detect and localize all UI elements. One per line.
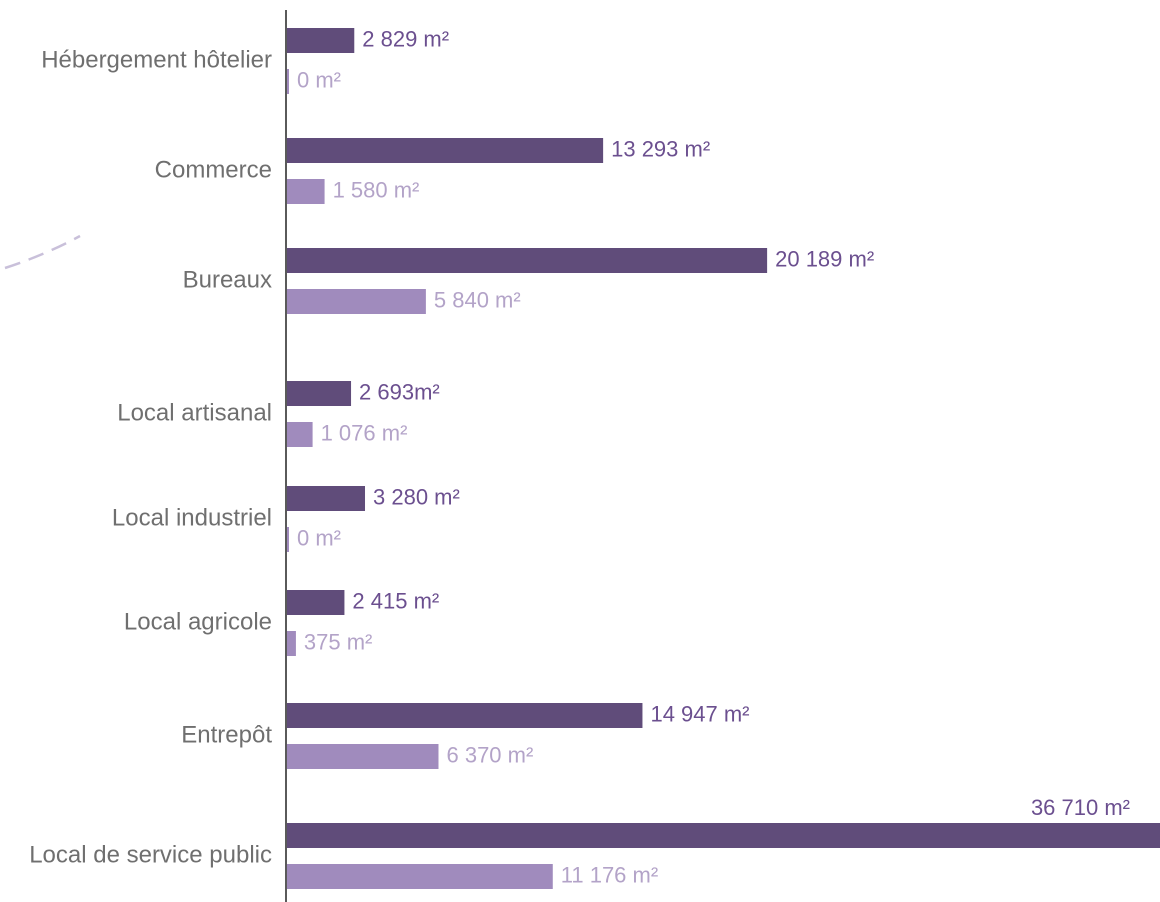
bar-secondary	[287, 289, 426, 314]
data-label: 11 176 m²	[561, 862, 658, 887]
data-label: 14 947 m²	[650, 701, 749, 726]
bar-secondary	[287, 179, 325, 204]
bar-secondary	[287, 631, 296, 656]
category-label: Entrepôt	[181, 721, 272, 748]
data-label: 6 370 m²	[446, 742, 533, 767]
category-label: Local industriel	[112, 504, 272, 531]
bar-primary	[287, 590, 345, 615]
bar-secondary	[287, 864, 553, 889]
category-label: Bureaux	[183, 266, 272, 293]
data-label: 0 m²	[297, 525, 341, 550]
data-label: 1 076 m²	[321, 420, 408, 445]
category-label: Local de service public	[29, 841, 272, 868]
bar-primary	[287, 28, 355, 53]
decorative-dashed-arc	[4, 234, 81, 270]
bar-secondary	[287, 527, 289, 552]
data-label: 2 693m²	[359, 379, 440, 404]
bar-primary	[287, 486, 366, 511]
data-label: 5 840 m²	[434, 287, 521, 312]
data-label: 0 m²	[297, 67, 341, 92]
bar-secondary	[287, 744, 439, 769]
data-label: 13 293 m²	[611, 136, 710, 161]
category-label: Local artisanal	[117, 399, 272, 426]
bar-secondary	[287, 69, 289, 94]
data-label: 2 829 m²	[362, 26, 449, 51]
data-label: 36 710 m²	[1031, 795, 1130, 820]
bar-primary	[287, 381, 352, 406]
data-label: 1 580 m²	[333, 177, 420, 202]
category-label: Hébergement hôtelier	[41, 46, 272, 73]
data-label: 3 280 m²	[373, 484, 460, 509]
data-label: 375 m²	[304, 629, 372, 654]
data-label: 20 189 m²	[775, 246, 874, 271]
bar-primary	[287, 823, 1160, 848]
bar-secondary	[287, 422, 313, 447]
bar-primary	[287, 703, 643, 728]
bar-primary	[287, 138, 604, 163]
data-label: 2 415 m²	[352, 588, 439, 613]
category-label: Local agricole	[124, 608, 272, 635]
bar-primary	[287, 248, 768, 273]
category-label: Commerce	[155, 156, 272, 183]
